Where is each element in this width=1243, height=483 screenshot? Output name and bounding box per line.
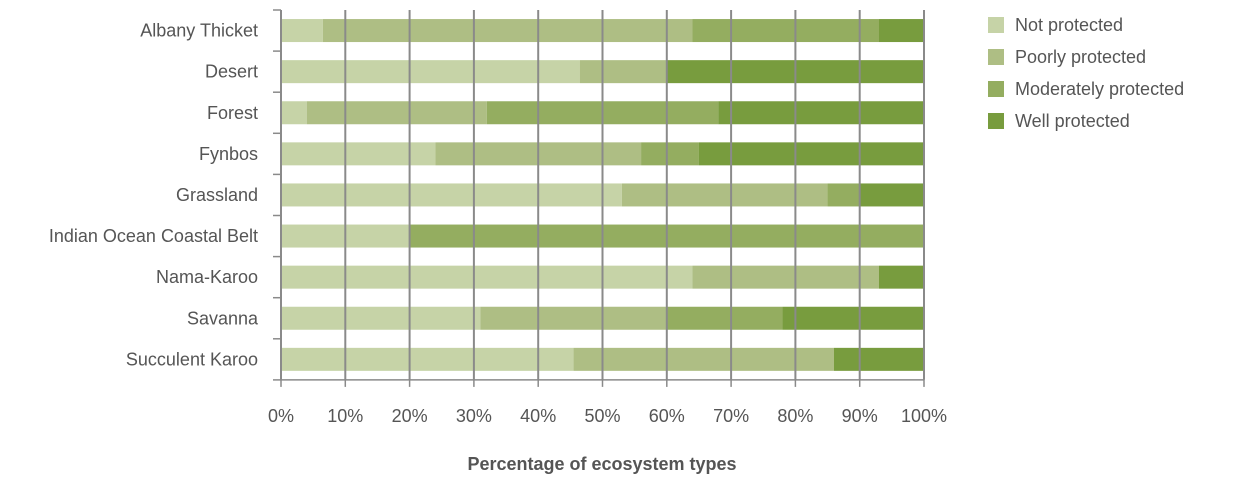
category-label: Desert — [205, 62, 258, 82]
bar-segment-grassland-moderately-protected — [827, 183, 860, 207]
bar-segment-albany-thicket-moderately-protected — [692, 19, 879, 43]
x-tick-label: 60% — [649, 406, 685, 426]
x-tick-label: 70% — [713, 406, 749, 426]
bar-segment-succulent-karoo-not-protected — [281, 347, 574, 371]
legend-swatch — [988, 113, 1004, 129]
bar-segment-desert-poorly-protected — [579, 60, 667, 84]
x-axis-title: Percentage of ecosystem types — [467, 454, 736, 474]
x-tick-label: 80% — [777, 406, 813, 426]
category-label: Succulent Karoo — [126, 349, 258, 369]
bar-segment-fynbos-moderately-protected — [641, 142, 699, 166]
labels: Albany Thicket Desert Forest Fynbos Grasslan… — [49, 21, 947, 426]
category-label: Fynbos — [199, 144, 258, 164]
legend-swatch — [988, 17, 1004, 33]
bar-segment-succulent-karoo-well-protected — [833, 347, 924, 371]
bar-segment-albany-thicket-well-protected — [878, 19, 924, 43]
legend-swatch — [988, 49, 1004, 65]
bar-segment-savanna-moderately-protected — [666, 306, 783, 330]
bar-segment-grassland-poorly-protected — [621, 183, 828, 207]
bar-segment-albany-thicket-not-protected — [281, 19, 323, 43]
axes — [273, 9, 925, 387]
legend-swatch — [988, 81, 1004, 97]
bar-segment-nama-karoo-well-protected — [878, 265, 924, 289]
bar-segment-nama-karoo-poorly-protected — [692, 265, 879, 289]
legend-label: Moderately protected — [1015, 79, 1184, 99]
category-label: Forest — [207, 103, 258, 123]
category-label: Nama-Karoo — [156, 267, 258, 287]
category-label: Savanna — [187, 308, 259, 328]
x-tick-label: 30% — [456, 406, 492, 426]
bar-segment-albany-thicket-poorly-protected — [322, 19, 693, 43]
category-label: Grassland — [176, 185, 258, 205]
bar-segment-savanna-well-protected — [782, 306, 924, 330]
legend-label: Poorly protected — [1015, 47, 1146, 67]
bar-segment-forest-well-protected — [718, 101, 924, 125]
bar-segment-forest-not-protected — [281, 101, 307, 125]
bar-segment-succulent-karoo-poorly-protected — [573, 347, 834, 371]
bar-segment-savanna-not-protected — [281, 306, 481, 330]
x-tick-label: 90% — [842, 406, 878, 426]
bar-segment-grassland-not-protected — [281, 183, 622, 207]
legend-label: Not protected — [1015, 15, 1123, 35]
bar-segment-fynbos-not-protected — [281, 142, 436, 166]
bar-segment-fynbos-well-protected — [698, 142, 924, 166]
x-tick-label: 50% — [584, 406, 620, 426]
x-tick-label: 0% — [268, 406, 294, 426]
bar-segment-desert-not-protected — [281, 60, 580, 84]
category-label: Albany Thicket — [140, 21, 258, 41]
bar-segment-grassland-well-protected — [859, 183, 924, 207]
bar-segment-nama-karoo-not-protected — [281, 265, 693, 289]
x-tick-label: 10% — [327, 406, 363, 426]
bar-segment-savanna-poorly-protected — [480, 306, 667, 330]
x-tick-label: 40% — [520, 406, 556, 426]
category-label: Indian Ocean Coastal Belt — [49, 226, 258, 246]
x-tick-label: 20% — [392, 406, 428, 426]
legend-label: Well protected — [1015, 111, 1130, 131]
bar-segment-forest-poorly-protected — [306, 101, 487, 125]
legend: Not protected Poorly protected Moderately … — [988, 15, 1184, 131]
x-tick-label: 100% — [901, 406, 947, 426]
